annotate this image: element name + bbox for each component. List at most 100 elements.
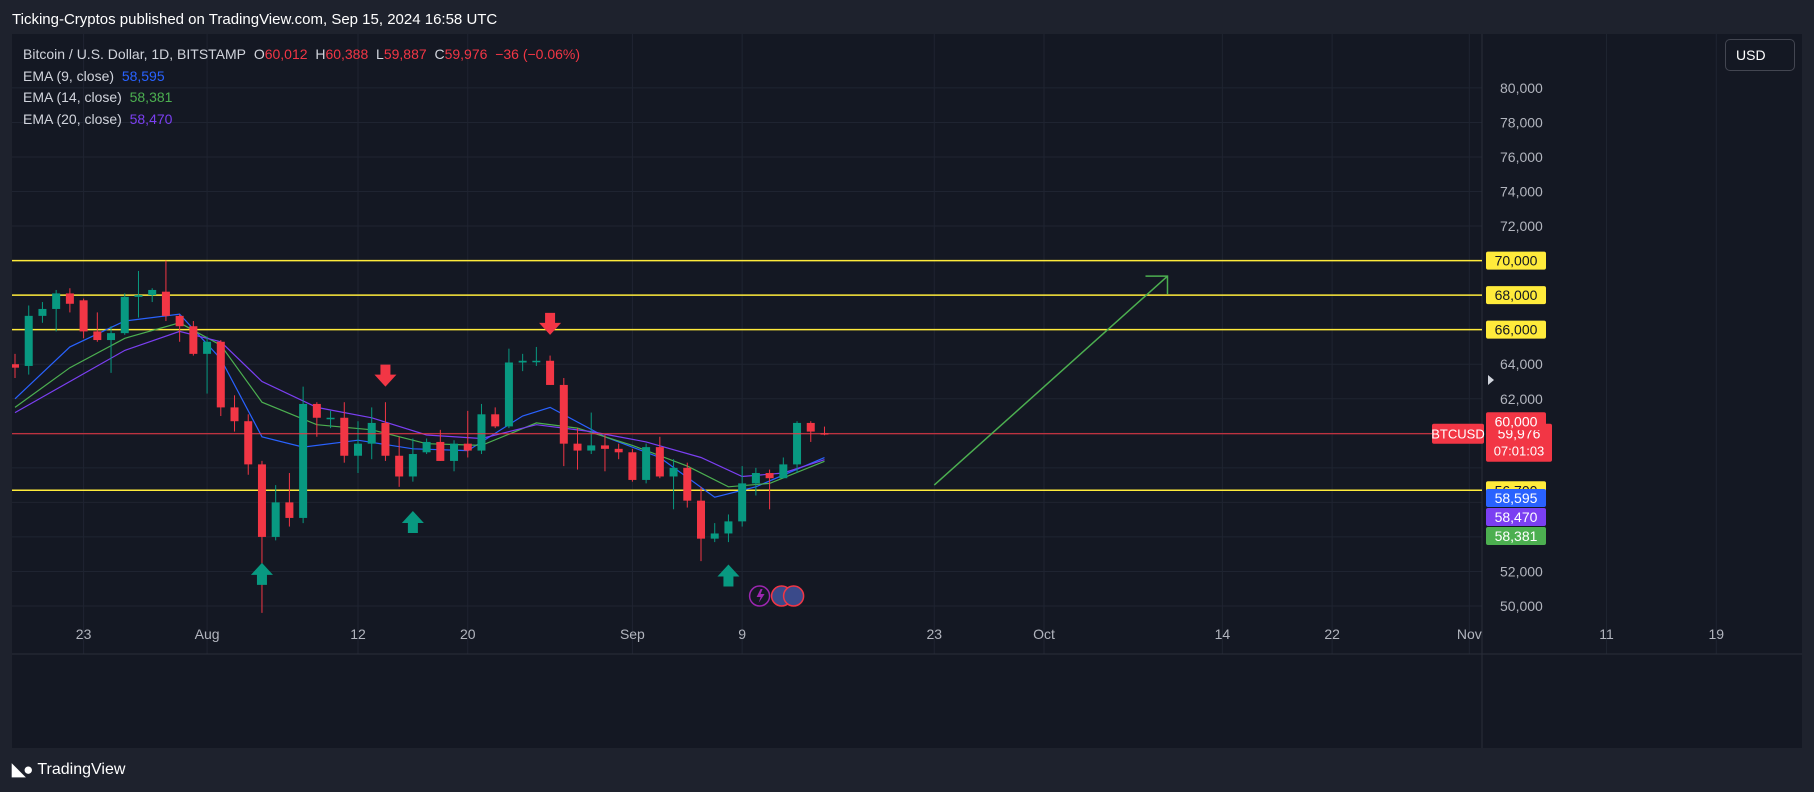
indicator-badge-label: 58,381 (1495, 528, 1538, 544)
candle-body (573, 443, 582, 451)
level-badge-label: 68,000 (1495, 287, 1538, 303)
y-tick-label: 62,000 (1500, 391, 1543, 407)
sell-arrow-icon (539, 312, 562, 335)
candle-body (779, 464, 788, 479)
ema14-label: EMA (14, close) (23, 89, 122, 105)
ema20-row[interactable]: EMA (20, close) 58,470 (23, 109, 580, 131)
sell-arrow-icon (374, 364, 397, 387)
y-tick-label: 50,000 (1500, 598, 1543, 614)
high-value: 60,388 (325, 46, 369, 62)
open-label: O (253, 46, 265, 62)
x-tick-label: 23 (76, 626, 92, 642)
candle-body (724, 521, 733, 534)
level-badge (1486, 251, 1546, 270)
close-label: C (434, 46, 445, 62)
x-tick-label: 22 (1324, 626, 1340, 642)
candle-body (120, 296, 129, 334)
symbol-row[interactable]: Bitcoin / U.S. Dollar, 1D, BITSTAMP O 60,… (23, 44, 580, 66)
x-tick-label: 20 (460, 626, 476, 642)
candle-body (134, 295, 143, 297)
x-tick-label: Aug (195, 626, 220, 642)
x-tick-label: Oct (1033, 626, 1055, 642)
y-tick-label: 76,000 (1500, 149, 1543, 165)
candle-body (340, 417, 349, 456)
x-tick-label: 23 (926, 626, 942, 642)
y-tick-label: 74,000 (1500, 184, 1543, 200)
candle-body (532, 360, 541, 363)
candle-body (312, 403, 321, 418)
symbol-tag-label: BTCUSD (1431, 427, 1484, 442)
candle-body (806, 422, 815, 432)
candle-body (79, 300, 88, 332)
candle-body (107, 333, 116, 341)
close-value: 59,976 (444, 46, 488, 62)
candle-body (710, 533, 719, 539)
us-flag-event-icon-2 (782, 585, 805, 607)
y-tick-label: 72,000 (1500, 218, 1543, 234)
indicator-badge-label: 58,595 (1495, 490, 1538, 506)
candle-body (216, 341, 225, 408)
candle-body (614, 448, 623, 453)
x-tick-label: 12 (350, 626, 366, 642)
candle-body (93, 331, 102, 341)
x-tick-label: 19 (1708, 626, 1724, 642)
indicator-badge (1486, 412, 1546, 431)
candle-body (189, 326, 198, 354)
level-badge (1486, 320, 1546, 339)
x-tick-label: 11 (1599, 626, 1614, 642)
candle-body (738, 483, 747, 522)
candle-body (628, 452, 637, 480)
ema14-value: 58,381 (129, 89, 173, 105)
indicator-badge (1486, 489, 1546, 507)
candle-body (751, 473, 760, 484)
candle-body (38, 308, 47, 316)
trend-arrow-head (1145, 275, 1169, 295)
ema-line-2 (14, 330, 825, 478)
y-tick-label: 64,000 (1500, 356, 1543, 372)
buy-arrow-icon (250, 562, 273, 585)
candle-body (683, 467, 692, 501)
candlestick-chart[interactable]: 80,000 78,000 76,000 74,000 72,000 64,000 62,0… (12, 34, 1802, 748)
candle-body (52, 293, 61, 309)
candle-body (642, 447, 651, 480)
ema14-row[interactable]: EMA (14, close) 58,381 (23, 87, 580, 109)
symbol-title[interactable]: Bitcoin / U.S. Dollar, 1D, BITSTAMP (23, 46, 247, 62)
candle-body (655, 447, 664, 477)
candle-body (203, 341, 212, 354)
candle-body (559, 384, 568, 444)
candle-body (257, 464, 266, 537)
indicator-badge-label: 60,000 (1495, 413, 1538, 429)
candle-body (381, 422, 390, 456)
last-price-badge (1486, 423, 1552, 462)
candle-body (175, 315, 184, 327)
candle-body (450, 443, 459, 461)
candle-body (395, 455, 404, 477)
candle-body (587, 445, 596, 451)
currency-button[interactable]: USD (1725, 39, 1795, 71)
tradingview-brand[interactable]: ◣● TradingView (12, 760, 125, 780)
candle-body (408, 454, 417, 477)
indicator-badge-label: 58,470 (1495, 509, 1538, 525)
ema20-value: 58,470 (129, 110, 173, 127)
high-label: H (315, 46, 326, 62)
level-badge-label: 70,000 (1495, 253, 1538, 269)
publisher-line: Ticking-Cryptos published on TradingView… (12, 11, 498, 28)
ema9-row[interactable]: EMA (9, close) 58,595 (23, 66, 580, 88)
candle-body (697, 500, 705, 539)
buy-arrow-icon (401, 511, 424, 534)
candle-body (436, 441, 445, 461)
candle-body (765, 473, 774, 479)
candle-body (271, 502, 280, 537)
level-badge-label: 66,000 (1495, 322, 1538, 338)
candle-body (546, 360, 555, 385)
candle-body (326, 417, 335, 420)
ema20-label: EMA (20, close) (23, 110, 122, 127)
buy-arrow-icon (717, 564, 740, 587)
candle-body (669, 467, 678, 477)
candle-body (285, 502, 294, 518)
x-tick-label: Sep (620, 626, 645, 642)
indicator-badge (1486, 508, 1546, 526)
candle-body (477, 414, 486, 451)
candle-body (148, 289, 157, 296)
brand-name: TradingView (37, 761, 126, 778)
